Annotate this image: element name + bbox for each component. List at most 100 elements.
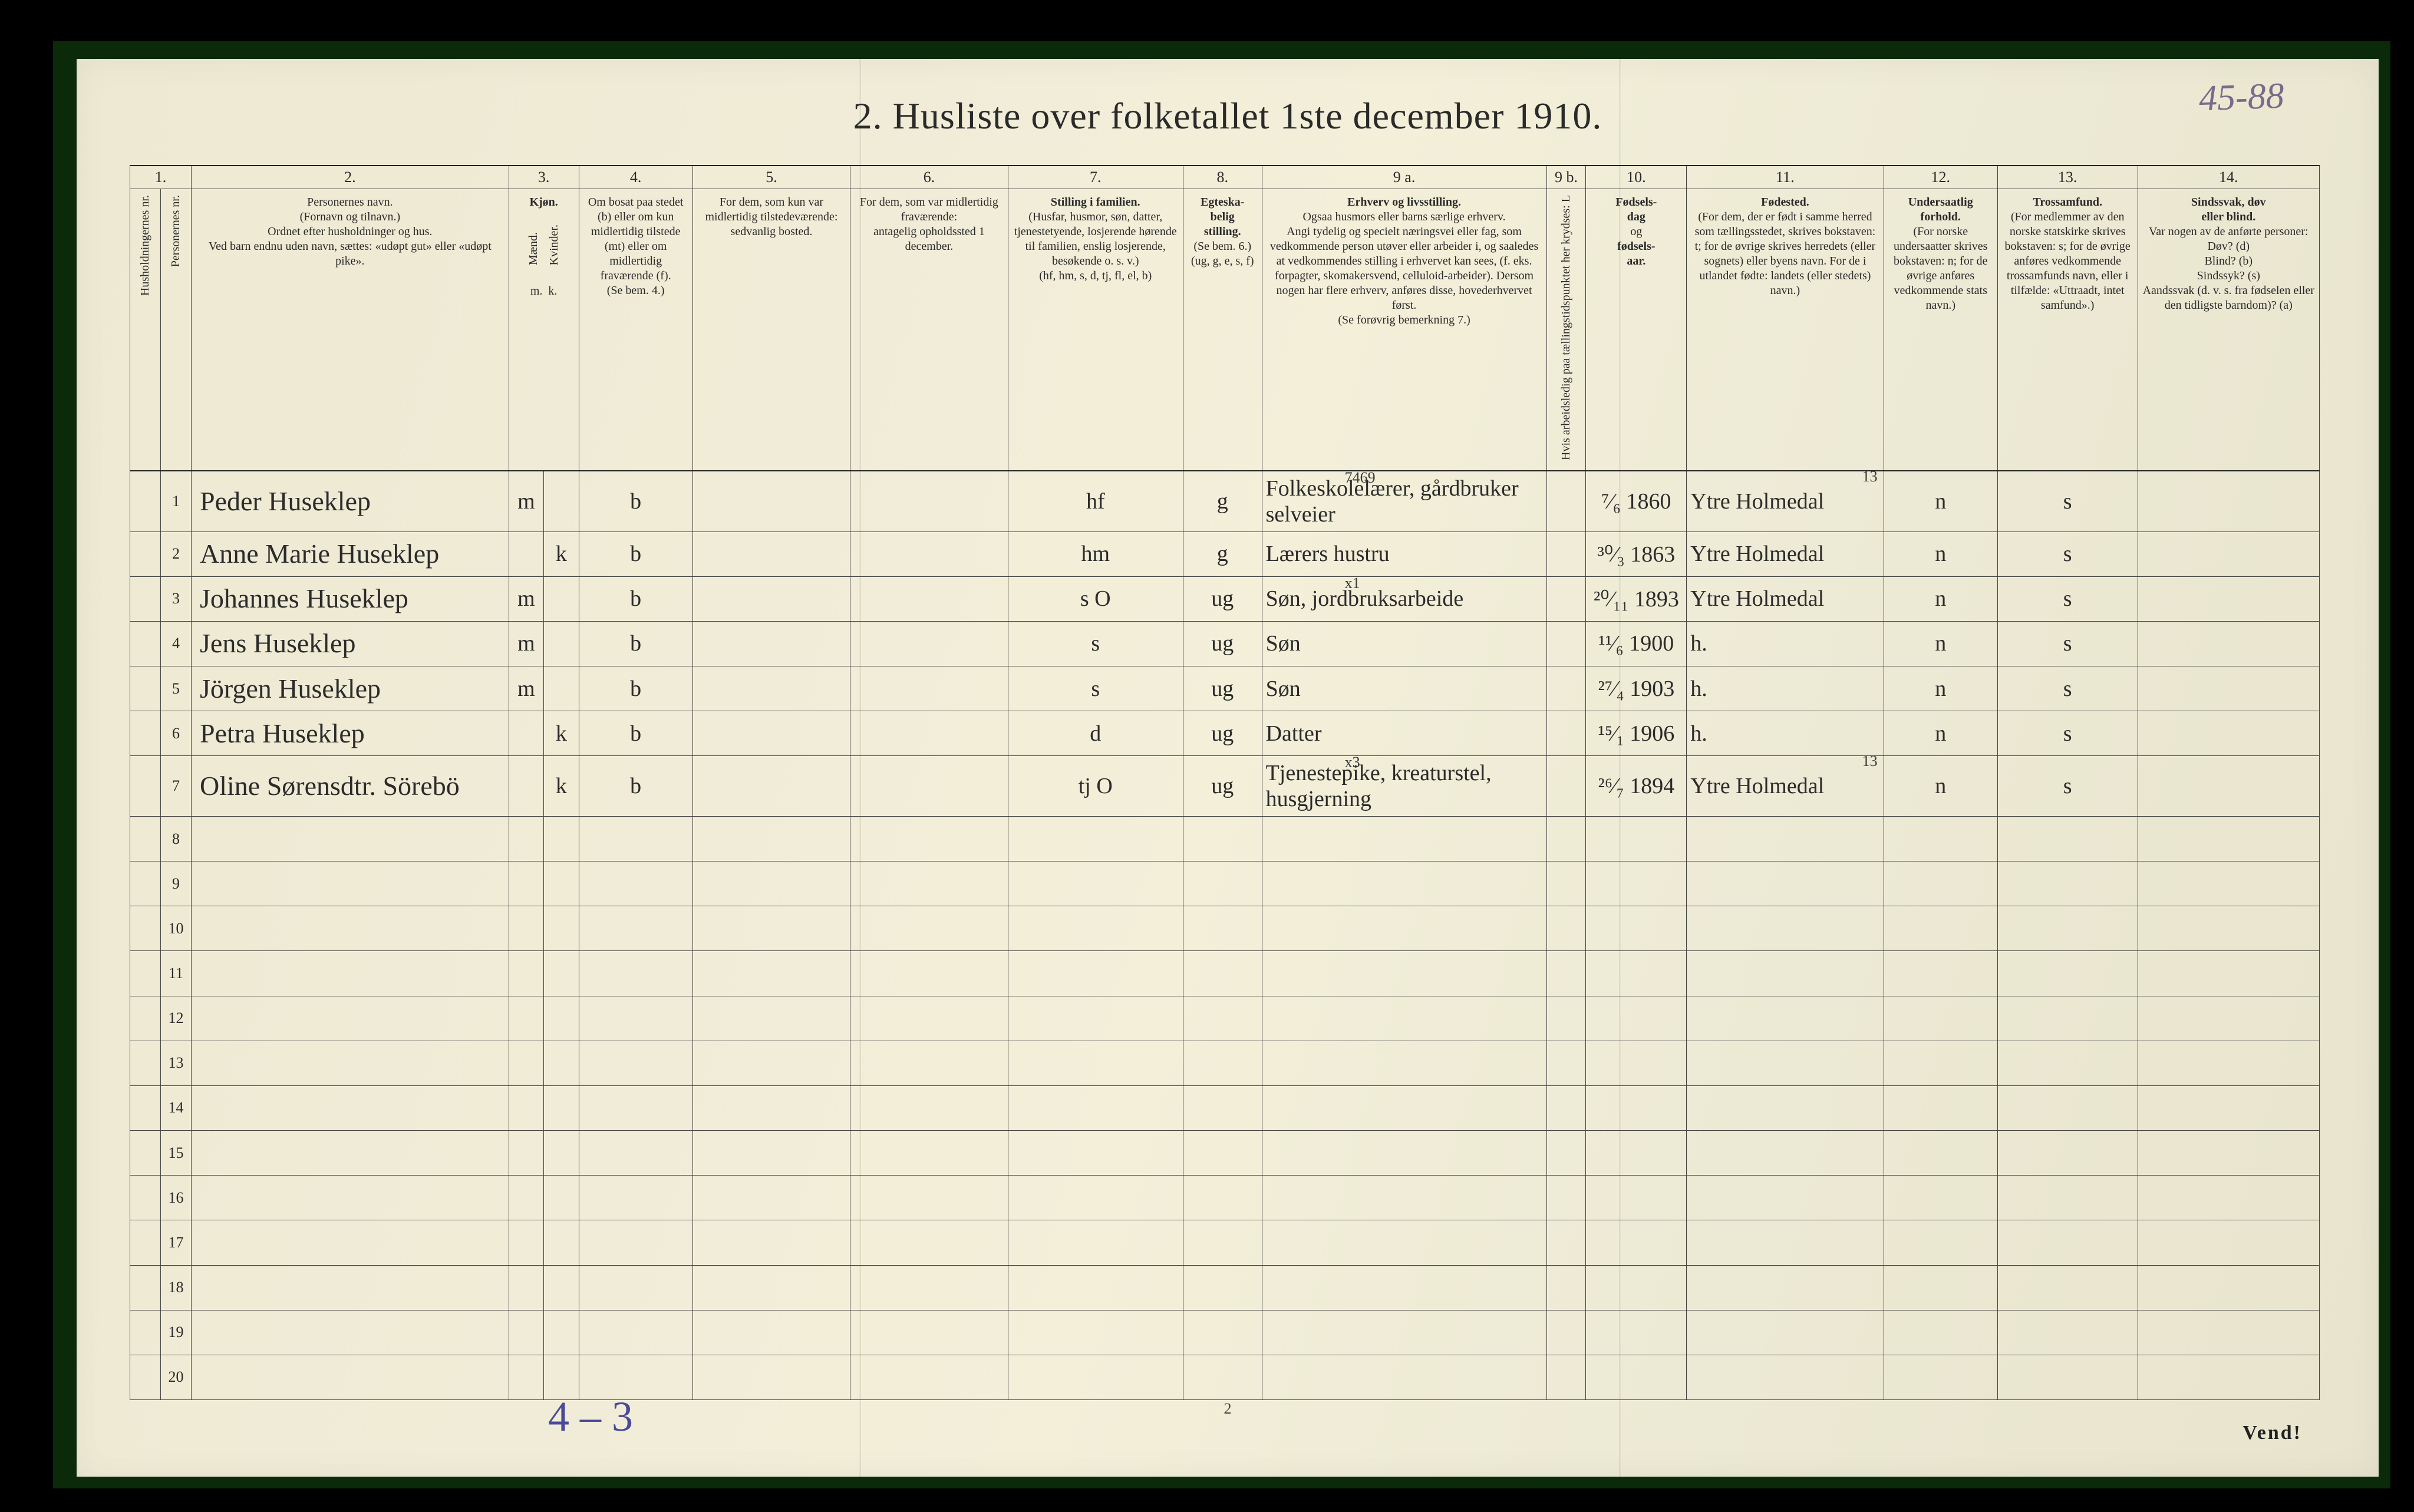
col-header: Personernes nr. [161, 189, 192, 471]
cell: 1 [161, 471, 192, 531]
cell [1008, 1041, 1183, 1085]
cell [692, 756, 850, 817]
cell [1262, 816, 1546, 861]
cell [1546, 996, 1586, 1041]
cell [850, 531, 1008, 576]
cell [850, 861, 1008, 906]
cell [850, 906, 1008, 951]
cell [1586, 951, 1687, 996]
cell [850, 471, 1008, 531]
cell [692, 951, 850, 996]
cell [579, 1041, 692, 1085]
cell [692, 1310, 850, 1355]
cell: s O [1008, 576, 1183, 621]
cell: k [544, 711, 579, 756]
cell [2138, 1265, 2319, 1310]
cell [579, 861, 692, 906]
cell [2138, 471, 2319, 531]
cell [1008, 1131, 1183, 1176]
col-number: 10. [1586, 166, 1687, 189]
cell [1262, 951, 1546, 996]
cell [1997, 1265, 2138, 1310]
cell [1997, 1310, 2138, 1355]
cell: s [1997, 471, 2138, 531]
cell [1997, 996, 2138, 1041]
table-row: 15 [130, 1131, 2320, 1176]
cell: 7 [161, 756, 192, 817]
table-row: 9 [130, 861, 2320, 906]
cell [692, 1131, 850, 1176]
cell: s [1997, 711, 2138, 756]
cell: b [579, 756, 692, 817]
cell [579, 816, 692, 861]
cell [1687, 1131, 1884, 1176]
cell: b [579, 576, 692, 621]
cell [1008, 1220, 1183, 1265]
cell [1687, 1265, 1884, 1310]
cell [1997, 861, 2138, 906]
cell [1183, 906, 1262, 951]
column-number-row: 1.2.3.4.5.6.7.8.9 a.9 b.10.11.12.13.14. [130, 166, 2320, 189]
cell [2138, 621, 2319, 666]
cell: ug [1183, 666, 1262, 711]
cell: Oline Sørensdtr. Sörebö [192, 756, 509, 817]
cell [1687, 1355, 1884, 1399]
col-header: Om bosat paa stedet (b) eller om kun mid… [579, 189, 692, 471]
cell: ²⁰⁄₁₁ 1893 [1586, 576, 1687, 621]
cell [130, 1176, 161, 1220]
col-number: 6. [850, 166, 1008, 189]
cell [1546, 1265, 1586, 1310]
table-row: 5Jörgen HuseklepmbsugSøn²⁷⁄₄ 1903h.ns [130, 666, 2320, 711]
cell [2138, 1220, 2319, 1265]
cell: hf [1008, 471, 1183, 531]
cell [2138, 756, 2319, 817]
col-header: Stilling i familien.(Husfar, husmor, søn… [1008, 189, 1183, 471]
cell [192, 996, 509, 1041]
cell: ¹⁵⁄₁ 1906 [1586, 711, 1687, 756]
cell: 20 [161, 1355, 192, 1399]
cell [544, 1310, 579, 1355]
cell [1884, 1085, 1997, 1130]
cell [2138, 1085, 2319, 1130]
cell: s [1008, 666, 1183, 711]
cell [1997, 951, 2138, 996]
cell: 17 [161, 1220, 192, 1265]
col-header: Sindssvak, døveller blind.Var nogen av d… [2138, 189, 2319, 471]
col-number: 2. [192, 166, 509, 189]
cell: Ytre Holmedal [1687, 576, 1884, 621]
cell: 12 [161, 996, 192, 1041]
cell [509, 1220, 543, 1265]
cell [509, 1041, 543, 1085]
cell [1546, 1131, 1586, 1176]
cell [509, 1355, 543, 1399]
cell [1008, 861, 1183, 906]
cell [130, 576, 161, 621]
table-head: 1.2.3.4.5.6.7.8.9 a.9 b.10.11.12.13.14. … [130, 166, 2320, 471]
col-header: Undersaatligforhold.(For norske undersaa… [1884, 189, 1997, 471]
cell [1183, 816, 1262, 861]
cell [544, 471, 579, 531]
cell [1183, 1220, 1262, 1265]
cell: 18 [161, 1265, 192, 1310]
cell [1262, 1041, 1546, 1085]
cell [509, 996, 543, 1041]
cell [544, 1041, 579, 1085]
cell [192, 1310, 509, 1355]
cell [1183, 1265, 1262, 1310]
corner-pencil-note: 45-88 [2198, 75, 2285, 120]
cell: ²⁷⁄₄ 1903 [1586, 666, 1687, 711]
cell [509, 531, 543, 576]
cell [1997, 816, 2138, 861]
col-number: 9 b. [1546, 166, 1586, 189]
cell [1546, 1355, 1586, 1399]
cell [130, 906, 161, 951]
cell [192, 1176, 509, 1220]
cell [1546, 531, 1586, 576]
cell [850, 1265, 1008, 1310]
cell [1546, 576, 1586, 621]
cell [544, 1085, 579, 1130]
cell [509, 951, 543, 996]
cell [1884, 1355, 1997, 1399]
cell [544, 1265, 579, 1310]
cell: Datter [1262, 711, 1546, 756]
